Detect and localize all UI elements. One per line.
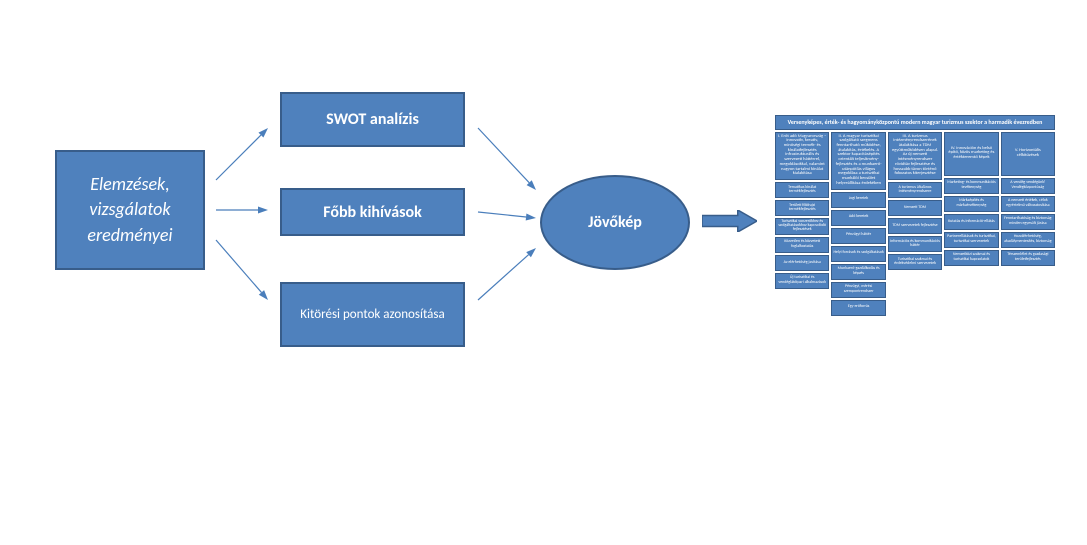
jovokep-ellipse: Jövőkép — [540, 175, 690, 270]
tree-item: TDM szervezetek fejlesztése — [888, 218, 942, 234]
tree-item: Fenntarthatóság és biztonság minden egye… — [1001, 214, 1055, 230]
block-arrow — [702, 210, 757, 232]
tree-item: Helyi források és szolgáltatások — [831, 246, 885, 262]
tree-item: Térszemlélet és gazdasági területfejlesz… — [1001, 250, 1055, 266]
tree-item: Közvetlen és közvetett foglalkoztatás — [775, 237, 829, 253]
kitoresi-box: Kitörési pontok azonosítása — [280, 282, 465, 347]
tree-item: A vendég vendégünk! Vendégközpontúság — [1001, 178, 1055, 194]
tree-item: Nemzeti TDM — [888, 200, 942, 216]
tree-item: Turisztikai szakmai és érdekvédelmi szer… — [888, 254, 942, 270]
tree-item: Nemzetközi szakmai és turisztikai kapcso… — [944, 250, 998, 266]
tree-item: Marketing- és kommunikációs tevékenység — [944, 178, 998, 194]
tree-col-header: IV. Innováción és belső építő, közös mar… — [944, 132, 998, 176]
tree-item: Tematikus kínálat termékfejlesztés — [775, 182, 829, 198]
tree-item: Pénzügyi, mérési szempontrendszer — [831, 282, 885, 298]
tree-item: Kutatás és információ-ellátás — [944, 214, 998, 230]
tree-col-header: II. A magyar turisztikai szolgáltató sze… — [831, 132, 885, 190]
tree-header: Versenyképes, érték- és hagyományközpont… — [775, 115, 1055, 130]
tree-col-header: III. A turizmus intézményrendszerének át… — [888, 132, 942, 180]
swot-box: SWOT analízis — [280, 92, 465, 147]
tree-col: IV. Innováción és belső építő, közös mar… — [944, 132, 998, 266]
tree-item: Jogi keretek — [831, 192, 885, 208]
tree-item: Pénzügyi háttér — [831, 228, 885, 244]
tree-columns: I. Erőt adó Magyarország – innovatív, kr… — [775, 132, 1055, 316]
tree-item: Területi földrajzi termékfejlesztés — [775, 200, 829, 216]
tree-col: II. A magyar turisztikai szolgáltató sze… — [831, 132, 885, 316]
kihivasok-box: Főbb kihívások — [280, 188, 465, 236]
tree-panel: Versenyképes, érték- és hagyományközpont… — [775, 115, 1055, 316]
tree-item: Márkaépítés és márkaérzékenység — [944, 196, 998, 212]
source-box: Elemzések, vizsgálatok eredményei — [55, 150, 205, 270]
tree-item: Munkaerő-gazdálkodás és képzés — [831, 264, 885, 280]
tree-item: Információs és kommunikációs háttér — [888, 236, 942, 252]
tree-col: III. A turizmus intézményrendszerének át… — [888, 132, 942, 270]
tree-col-header: I. Erőt adó Magyarország – innovatív, kr… — [775, 132, 829, 180]
tree-item: Egy erőforrás — [831, 300, 885, 316]
tree-col-header: V. Horizontális célkitűzések — [1001, 132, 1055, 176]
tree-col: I. Erőt adó Magyarország – innovatív, kr… — [775, 132, 829, 289]
tree-item: Hozzáférhetőség, akadálymentesítés, bizt… — [1001, 232, 1055, 248]
tree-item: A turizmus általános intézményrendszere — [888, 182, 942, 198]
tree-item: Turisztikai vonzerőkhez és szolgáltatáso… — [775, 218, 829, 235]
tree-item: Adó keretek — [831, 210, 885, 226]
tree-item: Új turisztikai és vendéglátóipari alkalm… — [775, 273, 829, 289]
tree-item: Partnerellátások és turisztikai, turiszt… — [944, 232, 998, 248]
tree-col: V. Horizontális célkitűzések A vendég ven… — [1001, 132, 1055, 266]
tree-item: Az elérhetőség javítása — [775, 255, 829, 271]
tree-item: A nemzeti értékek, célok egyértelmű vált… — [1001, 196, 1055, 212]
